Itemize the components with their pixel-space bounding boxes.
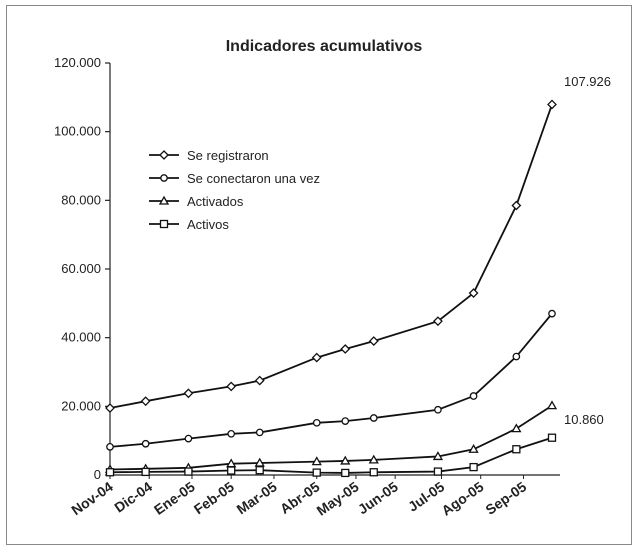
- y-tick-label: 0: [94, 467, 101, 482]
- legend-item: Activados: [149, 194, 244, 209]
- data-point-triangle: [511, 423, 522, 433]
- x-tick-label: Ene-05: [151, 478, 198, 518]
- x-tick-label: May-05: [314, 478, 362, 518]
- series-line: [109, 104, 553, 409]
- data-point-circle: [312, 418, 321, 427]
- data-point-triangle: [340, 455, 351, 465]
- data-point-diamond: [183, 388, 194, 399]
- data-point-square: [141, 467, 150, 477]
- data-point-square: [159, 219, 169, 229]
- data-point-diamond: [433, 316, 443, 327]
- data-point-triangle: [158, 195, 170, 205]
- legend-item: Activos: [149, 217, 229, 232]
- data-point-diamond: [547, 99, 557, 110]
- data-point-circle: [369, 414, 378, 422]
- data-point-triangle: [368, 454, 379, 464]
- data-point-diamond: [368, 336, 379, 347]
- y-tick-label: 80.000: [61, 192, 101, 207]
- legend-label: Activados: [187, 194, 244, 209]
- data-point-diamond: [105, 403, 115, 413]
- data-point-square: [433, 467, 443, 476]
- y-tick-label: 100.000: [54, 124, 101, 139]
- data-point-diamond: [340, 344, 351, 354]
- line-chart: Indicadores acumulativos 0 20.000 40.000 60…: [54, 38, 611, 519]
- annotation-registraron-final: 107.926: [564, 74, 611, 89]
- y-tick-label: 60.000: [61, 261, 101, 276]
- data-point-triangle: [432, 451, 444, 461]
- series-line: [109, 404, 553, 471]
- data-point-circle: [548, 309, 556, 318]
- data-point-square: [547, 433, 557, 442]
- data-point-circle: [469, 392, 478, 400]
- annotation-activos-final: 10.860: [564, 412, 604, 427]
- data-point-square: [369, 468, 378, 477]
- data-point-square: [105, 468, 115, 477]
- data-point-circle: [227, 429, 236, 438]
- data-point-square: [469, 462, 478, 472]
- data-point-triangle: [468, 443, 479, 453]
- data-point-diamond: [226, 381, 237, 392]
- data-point-square: [227, 466, 236, 475]
- y-tick-label: 40.000: [61, 330, 101, 345]
- x-tick-label: Abr-05: [277, 478, 323, 517]
- y-tick-label: 120.000: [54, 55, 101, 70]
- legend-label: Activos: [187, 217, 229, 232]
- data-point-circle: [255, 428, 264, 437]
- data-point-circle: [512, 352, 521, 361]
- data-point-triangle: [546, 400, 558, 410]
- data-point-square: [341, 468, 350, 478]
- x-tick-label: Ago-05: [438, 478, 486, 518]
- y-tick-label: 20.000: [61, 398, 101, 413]
- chart-title: Indicadores acumulativos: [226, 38, 423, 55]
- data-point-diamond: [140, 396, 151, 407]
- data-point-circle: [106, 442, 114, 451]
- x-tick-label: Mar-05: [234, 478, 280, 517]
- x-tick-label: Feb-05: [191, 478, 237, 517]
- chart-legend: Se registraron Se conectaron una vez Activ…: [149, 148, 320, 232]
- data-point-diamond: [511, 200, 522, 211]
- series-triangle: [104, 400, 558, 474]
- chart-axes: 0 20.000 40.000 60.000 80.000 100.000 120.000 N…: [54, 55, 560, 519]
- series-circle: [106, 309, 556, 451]
- data-point-circle: [434, 405, 442, 414]
- data-point-triangle: [254, 457, 265, 467]
- series-diamond: [105, 99, 557, 413]
- data-point-circle: [184, 434, 193, 443]
- x-tick-label: Jun-05: [355, 478, 401, 517]
- series-line: [109, 313, 553, 448]
- legend-label: Se registraron: [187, 148, 269, 163]
- data-point-triangle: [311, 456, 322, 466]
- chart-series: [104, 99, 558, 478]
- data-point-square: [312, 468, 321, 477]
- data-point-square: [184, 467, 193, 476]
- data-point-circle: [141, 439, 150, 448]
- data-point-diamond: [468, 288, 479, 298]
- legend-item: Se registraron: [149, 148, 269, 163]
- data-point-diamond: [254, 375, 265, 386]
- data-point-diamond: [311, 352, 322, 363]
- chart-frame: Indicadores acumulativos 0 20.000 40.000 60…: [6, 5, 632, 545]
- series-line: [109, 436, 553, 474]
- x-tick-label: Sep-05: [482, 478, 529, 518]
- data-point-circle: [341, 417, 350, 425]
- data-point-circle: [160, 174, 168, 182]
- legend-label: Se conectaron una vez: [187, 171, 320, 186]
- x-tick-label: Nov-04: [68, 478, 116, 518]
- legend-item: Se conectaron una vez: [149, 171, 320, 186]
- series-square: [105, 433, 557, 478]
- x-tick-label: Dic-04: [111, 478, 155, 515]
- data-point-square: [512, 445, 521, 454]
- data-point-square: [255, 466, 264, 475]
- data-point-diamond: [159, 150, 169, 160]
